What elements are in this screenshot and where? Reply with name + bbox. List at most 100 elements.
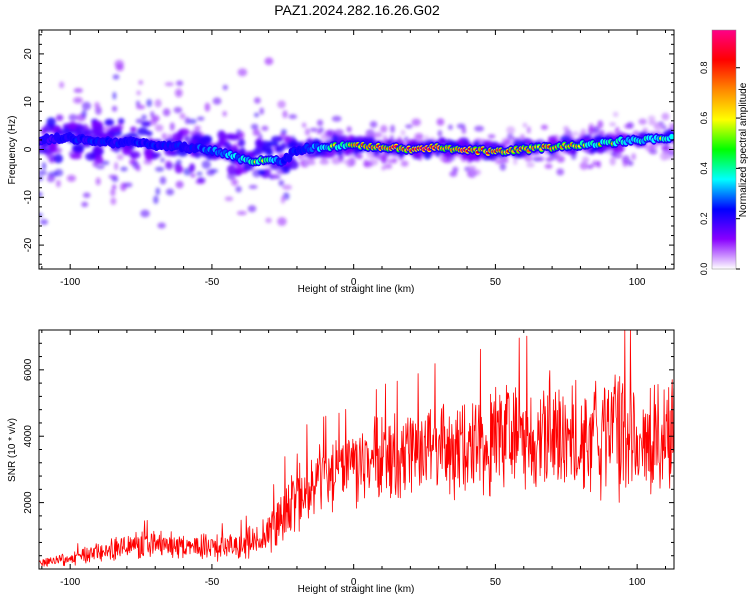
spectrogram-cell [222,110,227,117]
spectrogram-cell [277,100,286,109]
spectrogram-cell [231,179,239,186]
spectrogram-cell [144,153,153,161]
spectrogram-cell [70,153,82,160]
spectrogram-cell [140,209,150,218]
spectrogram-x-label: Height of straight line (km) [298,284,415,295]
spectrogram-cell [224,196,234,202]
spectrogram-cell [622,159,628,168]
spectrogram-cell [363,161,373,168]
spectrogram-cell [309,127,319,132]
x-tick-label: 100 [629,277,646,288]
spectrogram-cell [544,163,553,169]
snr-series-line [39,330,674,567]
spectrogram-cell [116,154,124,161]
spectrogram-cell [190,173,196,178]
spectrogram-cell [94,101,100,109]
spectrogram-cell [237,138,246,147]
spectrogram-cell [138,80,144,85]
spectrogram-cell [73,87,83,94]
spectrogram-cell [627,160,634,167]
spectrogram-cell [331,115,342,122]
spectrogram-cell [596,160,602,169]
spectrogram-cell [405,124,413,129]
y-tick-label: -10 [23,190,34,205]
spectrogram-cell [96,165,105,170]
spectrogram-cell [112,91,117,100]
spectrogram-cell [120,166,128,172]
x-tick-label: -100 [60,577,80,588]
spectrogram-cell [189,163,196,173]
x-tick-label: 0 [351,577,357,588]
spectrogram-cell [253,97,261,104]
spectrogram-cell [609,156,616,166]
spectrogram-cell [218,138,225,146]
spectrogram-cell [135,118,143,124]
spectrogram-cell [257,169,266,175]
spectrogram-cell [154,99,162,108]
spectrogram-cell [141,114,147,121]
spectrogram-cell [176,80,184,87]
spectrogram-cell [380,124,388,133]
spectrogram-cell [556,168,565,176]
spectrogram-cell [153,195,159,205]
spectrogram-cell [39,219,49,225]
spectrogram-cell [261,144,272,154]
spectrogram-cell [276,169,286,175]
spectrogram-cell [104,118,115,127]
spectrogram-cell [648,120,658,126]
spectrogram-cell [282,110,288,119]
spectrogram-cell [121,145,132,156]
spectrogram-cell [532,156,541,162]
spectrogram-cell [151,152,162,158]
spectrogram-cell [110,188,116,197]
spectrogram-cell [540,124,548,130]
spectrogram-cell [597,120,604,129]
spectrogram-cell [114,162,119,171]
spectrogram-cell [282,184,292,191]
spectrogram-cell [384,163,393,170]
spectrogram-cell [319,159,330,165]
spectrogram-cell [95,177,101,186]
spectrogram-cell [248,184,258,189]
spectrogram-cell [414,133,424,141]
spectrogram-cell [159,176,167,185]
spectrogram-cell [609,122,617,127]
spectrogram-cell [41,162,47,171]
colorbar-tick-label: 0.6 [699,112,709,125]
spectrogram-cell [474,125,485,132]
x-tick-label: 50 [490,577,502,588]
spectrogram-cell [146,99,153,108]
snr-x-label: Height of straight line (km) [298,584,415,595]
spectrogram-x-axis: -100 -50 0 50 100 [41,30,666,288]
spectrogram-cell [638,118,647,125]
spectrogram-cell [195,179,206,185]
spectrogram-cell [82,192,91,198]
spectrogram-cell [247,205,257,213]
spectrogram-cell [411,118,421,127]
spectrogram-cell [269,175,274,180]
spectrogram-cell [379,152,388,162]
spectrogram-cell [188,118,197,124]
spectrogram-cell [165,188,175,196]
spectrogram-cell [581,156,590,164]
spectrogram-cell [653,123,663,131]
spectrogram-cell [235,166,243,176]
spectrogram-cell [461,126,467,135]
spectrogram-cell [449,171,458,177]
spectrogram-cell [117,118,125,125]
spectrogram-cell [154,124,164,132]
spectrogram-cell [157,222,166,229]
spectrogram-cell [587,164,594,170]
spectrogram-cell [137,127,149,136]
snr-panel: -100 -50 0 50 100 2000 4000 6000 Height of str… [7,329,675,595]
spectrogram-cell [280,195,286,204]
spectrogram-cell [342,159,353,165]
spectrogram-cell [538,156,545,162]
spectrogram-cell [264,57,274,66]
spectrogram-cell [390,124,395,134]
spectrogram-cell [236,211,247,216]
spectrogram-cell [316,119,324,127]
spectrogram-cell [129,151,141,159]
